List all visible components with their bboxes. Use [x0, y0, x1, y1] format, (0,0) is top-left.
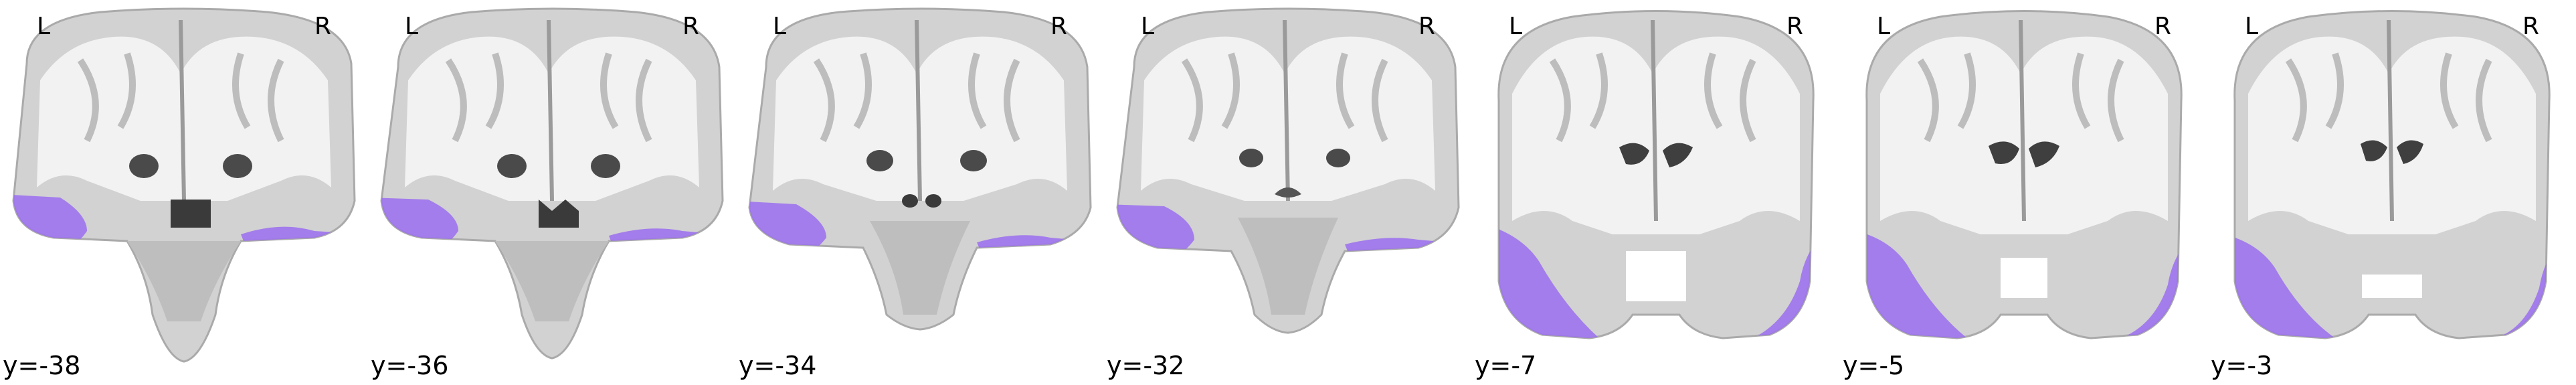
orientation-left-label: L [1141, 13, 1155, 40]
brain-slice-image-2 [380, 7, 724, 360]
slice-coordinate-label: y=-5 [1843, 351, 1905, 380]
orientation-left-label: L [1877, 13, 1891, 40]
slice-panel-1: L R y=-38 [0, 0, 368, 385]
slice-coordinate-label: y=-3 [2211, 351, 2273, 380]
orientation-left-label: L [773, 13, 787, 40]
brain-slice-image-1 [12, 7, 356, 363]
orientation-right-label: R [1786, 13, 1804, 40]
orientation-right-label: R [314, 13, 332, 40]
brain-slice-image-6 [1865, 10, 2183, 339]
orientation-left-label: L [37, 13, 51, 40]
slice-coordinate-label: y=-38 [3, 351, 81, 380]
brain-slice-image-4 [1116, 7, 1460, 334]
brain-slice-image-7 [2233, 10, 2551, 339]
slice-panel-2: L R y=-36 [368, 0, 736, 385]
slice-panel-7: L R y=-3 [2208, 0, 2576, 385]
orientation-right-label: R [2154, 13, 2172, 40]
slice-panel-3: L R y=-34 [736, 0, 1104, 385]
brain-slice-image-3 [748, 7, 1092, 331]
orientation-right-label: R [1418, 13, 1436, 40]
orientation-right-label: R [682, 13, 700, 40]
orientation-right-label: R [2522, 13, 2540, 40]
orientation-right-label: R [1050, 13, 1068, 40]
slice-panel-5: L R y=-7 [1472, 0, 1840, 385]
slice-coordinate-label: y=-32 [1107, 351, 1185, 380]
slice-coordinate-label: y=-34 [739, 351, 817, 380]
slice-coordinate-label: y=-7 [1475, 351, 1537, 380]
orientation-left-label: L [1509, 13, 1523, 40]
slice-panel-6: L R y=-5 [1840, 0, 2208, 385]
brain-slice-image-5 [1497, 10, 1815, 339]
slice-coordinate-label: y=-36 [371, 351, 449, 380]
slice-panel-4: L R y=-32 [1104, 0, 1472, 385]
orientation-left-label: L [2245, 13, 2259, 40]
orientation-left-label: L [405, 13, 419, 40]
